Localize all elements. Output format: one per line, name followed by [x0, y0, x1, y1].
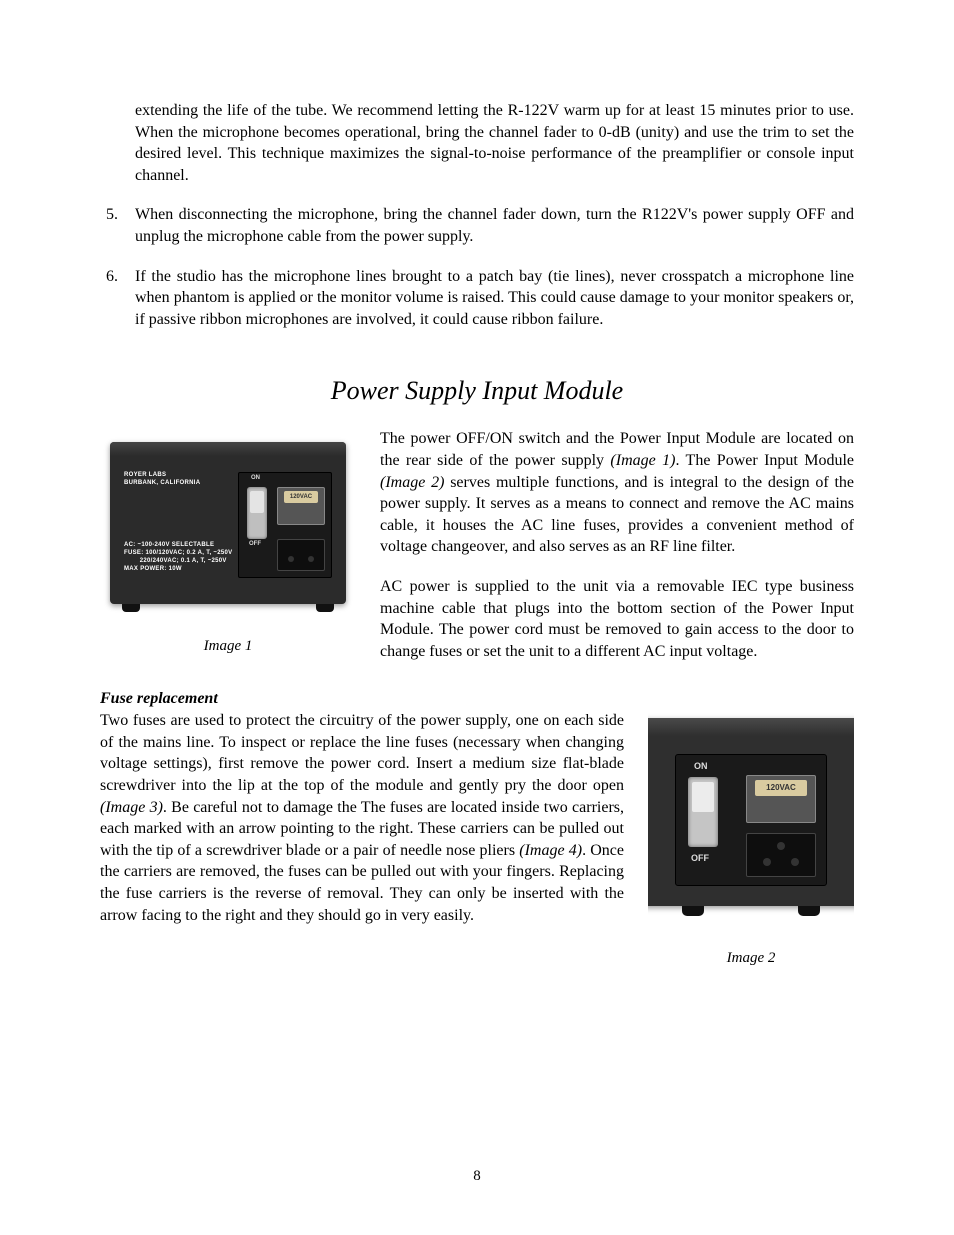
- continuation-paragraph: extending the life of the tube. We recom…: [100, 100, 854, 186]
- voltage-window: 120VAC: [284, 491, 318, 503]
- page-number: 8: [0, 1168, 954, 1185]
- iec-inlet-icon: [746, 833, 816, 877]
- power-switch-icon: [247, 487, 267, 539]
- foot-icon: [122, 604, 140, 612]
- section-heading: Power Supply Input Module: [100, 376, 854, 406]
- figure-2-caption: Image 2: [648, 950, 854, 967]
- step-6: If the studio has the microphone lines b…: [100, 266, 854, 331]
- power-input-module: ON OFF 120VAC: [238, 472, 332, 578]
- voltage-selector-icon: 120VAC: [277, 487, 325, 525]
- voltage-selector-icon: 120VAC: [746, 775, 816, 823]
- figure-1-image: ROYER LABS BURBANK, CALIFORNIA AC: ~100-…: [100, 428, 356, 618]
- figure-2-image: ON OFF 120VAC: [648, 710, 854, 930]
- off-label: OFF: [249, 541, 261, 547]
- fuse-label-2: 220/240VAC; 0.1 A, T, ~250V: [124, 558, 227, 564]
- ac-label: AC: ~100-240V SELECTABLE: [124, 542, 214, 548]
- power-switch-icon: [688, 777, 718, 847]
- figure-1: ROYER LABS BURBANK, CALIFORNIA AC: ~100-…: [100, 428, 356, 655]
- numbered-steps: When disconnecting the microphone, bring…: [100, 204, 854, 330]
- page: extending the life of the tube. We recom…: [0, 0, 954, 1235]
- power-label: MAX POWER: 10W: [124, 566, 182, 572]
- brand-label-2: BURBANK, CALIFORNIA: [124, 480, 200, 486]
- step-5: When disconnecting the microphone, bring…: [100, 204, 854, 247]
- foot-icon: [798, 906, 820, 916]
- fuse-section: ON OFF 120VAC Image 2: [100, 710, 854, 977]
- foot-icon: [316, 604, 334, 612]
- fuse-subheading: Fuse replacement: [100, 690, 854, 708]
- on-label: ON: [694, 761, 708, 771]
- brand-label-1: ROYER LABS: [124, 472, 166, 478]
- voltage-window: 120VAC: [755, 780, 807, 796]
- figure-2: ON OFF 120VAC Image 2: [648, 710, 854, 967]
- on-label: ON: [251, 475, 260, 481]
- power-supply-device: ROYER LABS BURBANK, CALIFORNIA AC: ~100-…: [110, 442, 346, 604]
- figure-1-caption: Image 1: [100, 638, 356, 655]
- power-supply-device-closeup: ON OFF 120VAC: [648, 718, 854, 906]
- off-label: OFF: [691, 853, 709, 863]
- foot-icon: [682, 906, 704, 916]
- section-body: ROYER LABS BURBANK, CALIFORNIA AC: ~100-…: [100, 428, 854, 680]
- power-input-module-closeup: ON OFF 120VAC: [675, 754, 827, 886]
- ground-pin-icon: [777, 842, 785, 850]
- fuse-label-1: FUSE: 100/120VAC; 0.2 A, T, ~250V: [124, 550, 232, 556]
- iec-inlet-icon: [277, 539, 325, 571]
